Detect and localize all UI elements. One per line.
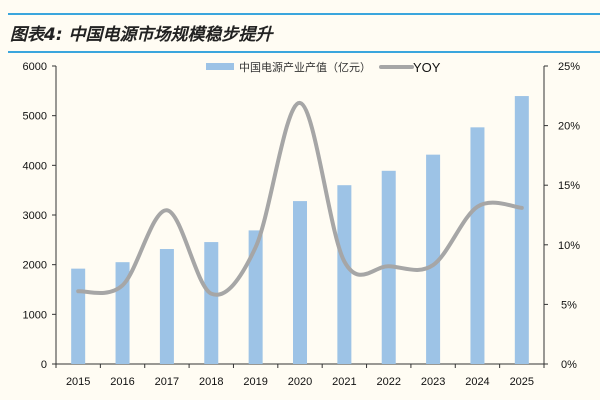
left-tick-label: 6000	[23, 61, 47, 73]
x-tick-label: 2016	[110, 376, 134, 388]
yoy-line	[76, 100, 524, 297]
x-tick-label: 2023	[421, 376, 445, 388]
left-tick-label: 1000	[23, 309, 47, 321]
x-tick-label: 2018	[199, 376, 223, 388]
legend-line-label: YOY	[413, 60, 441, 75]
bar-2021	[337, 185, 352, 364]
right-tick-label: 15%	[558, 180, 580, 192]
right-tick-label: 0%	[561, 359, 577, 371]
left-tick-label: 2000	[23, 260, 47, 272]
bar-2020	[293, 201, 307, 364]
x-tick-label: 2020	[288, 376, 312, 388]
chart-title: 图表4: 中国电源市场规模稳步提升	[10, 25, 273, 45]
x-tick-label: 2019	[243, 376, 267, 388]
bar-2024	[470, 127, 485, 364]
right-tick-label: 25%	[558, 61, 580, 73]
x-tick-label: 2022	[376, 376, 400, 388]
right-tick-label: 20%	[558, 121, 580, 133]
left-tick-label: 4000	[23, 160, 47, 172]
right-tick-label: 5%	[561, 299, 577, 311]
x-tick-label: 2021	[332, 376, 356, 388]
legend-bar-label: 中国电源产业产值（亿元）	[239, 60, 371, 74]
left-tick-label: 5000	[23, 111, 47, 123]
x-tick-label: 2025	[510, 376, 534, 388]
bar-2015	[71, 268, 86, 364]
x-tick-label: 2015	[66, 376, 90, 388]
bar-2017	[159, 249, 174, 364]
left-tick-label: 0	[41, 359, 47, 371]
bar-2018	[204, 242, 219, 364]
bar-2019	[248, 230, 263, 364]
legend-bar-swatch	[206, 63, 234, 70]
left-tick-label: 3000	[23, 210, 47, 222]
title-bar: 图表4: 中国电源市场规模稳步提升	[8, 13, 600, 53]
x-tick-label: 2024	[465, 376, 489, 388]
x-tick-label: 2017	[155, 376, 179, 388]
right-tick-label: 10%	[558, 240, 580, 252]
bar-2023	[426, 154, 441, 364]
bar-2025	[514, 96, 529, 364]
